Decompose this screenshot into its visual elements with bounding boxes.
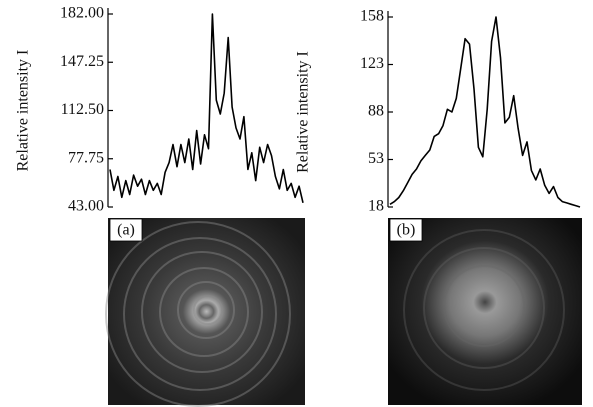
y-tick-label: 147.25	[60, 53, 104, 70]
panel-label-box	[109, 218, 143, 242]
panel-label: (a)	[117, 222, 135, 239]
panel-label: (b)	[397, 222, 416, 239]
intensity-line	[389, 16, 581, 208]
y-tick-label: 123	[360, 55, 384, 72]
y-tick-label: 18	[368, 198, 384, 215]
panel-label-box	[389, 218, 423, 242]
image-b	[388, 218, 582, 405]
y-tick-label: 88	[368, 103, 384, 120]
image-a	[105, 218, 305, 407]
y-tick-label: 158	[360, 8, 384, 25]
y-tick-label: 112.50	[61, 101, 104, 118]
y-tick-label: 43.00	[68, 198, 104, 215]
y-tick-label: 182.00	[60, 5, 104, 22]
y-axis-label: Relative intensity I	[295, 51, 312, 173]
y-axis-label: Relative intensity I	[15, 50, 32, 172]
intensity-line	[109, 13, 304, 203]
y-tick-label: 77.75	[68, 149, 104, 166]
y-tick-label: 53	[368, 150, 384, 167]
